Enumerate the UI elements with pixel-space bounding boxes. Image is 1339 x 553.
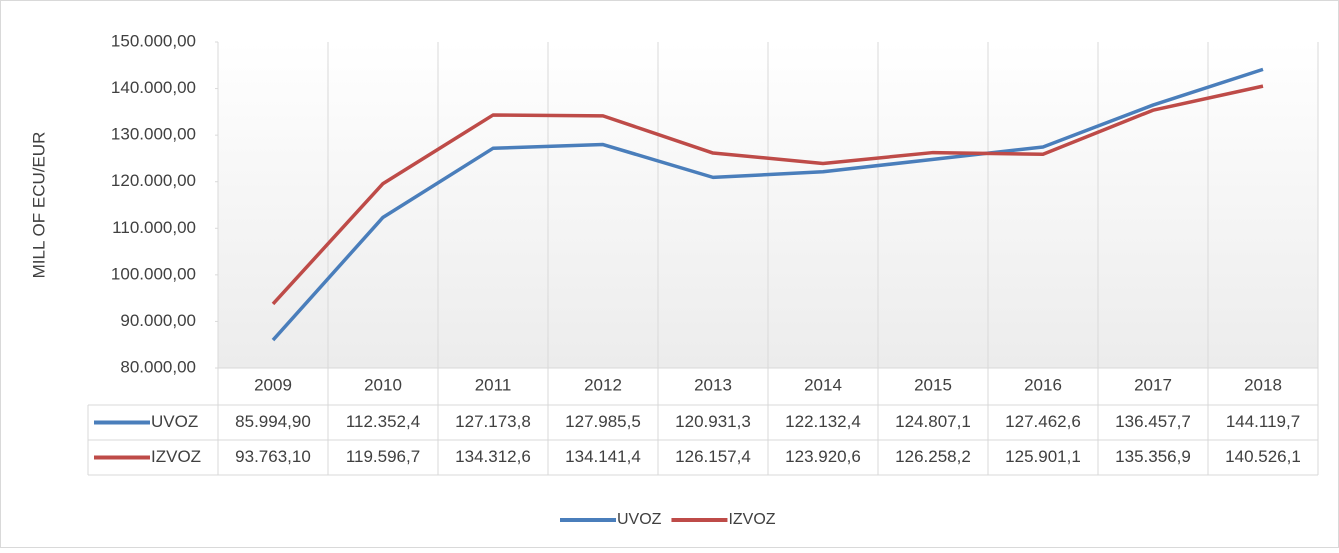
table-cell: 93.763,10 — [235, 447, 311, 466]
table-cell: 135.356,9 — [1115, 447, 1191, 466]
table-cell: 127.173,8 — [455, 412, 531, 431]
series-line — [271, 67, 1264, 342]
y-tick-label: 100.000,00 — [111, 264, 196, 283]
y-tick-label: 130.000,00 — [111, 125, 196, 144]
table-row-label: UVOZ — [151, 412, 198, 431]
x-tick-label: 2011 — [475, 375, 512, 394]
x-tick-label: 2014 — [804, 375, 842, 394]
x-tick-label: 2017 — [1134, 375, 1172, 394]
x-tick-label: 2009 — [254, 375, 292, 394]
table-cell: 112.352,4 — [346, 412, 420, 431]
table-cell: 140.526,1 — [1225, 447, 1301, 466]
x-tick-label: 2016 — [1024, 375, 1062, 394]
table-cell: 136.457,7 — [1115, 412, 1191, 431]
legend-label: UVOZ — [617, 511, 662, 528]
y-axis-label: MILL OF ECU/EUR — [29, 132, 48, 279]
table-row-label: IZVOZ — [151, 447, 201, 466]
table-cell: 126.157,4 — [675, 447, 751, 466]
table-cell: 127.985,5 — [565, 412, 641, 431]
x-tick-label: 2012 — [584, 375, 622, 394]
x-tick-label: 2018 — [1244, 375, 1282, 394]
y-tick-label: 150.000,00 — [111, 31, 196, 50]
table-cell: 124.807,1 — [895, 412, 971, 431]
table-cell: 144.119,7 — [1226, 412, 1300, 431]
y-tick-label: 80.000,00 — [120, 357, 196, 376]
y-tick-label: 110.000,00 — [112, 218, 196, 237]
table-cell: 134.141,4 — [565, 447, 641, 466]
table-cell: 125.901,1 — [1005, 447, 1081, 466]
series-line — [271, 84, 1264, 306]
x-tick-label: 2013 — [694, 375, 732, 394]
table-cell: 126.258,2 — [895, 447, 971, 466]
table-cell: 127.462,6 — [1005, 412, 1081, 431]
y-tick-label: 120.000,00 — [111, 171, 196, 190]
x-tick-label: 2015 — [914, 375, 952, 394]
table-cell: 134.312,6 — [455, 447, 531, 466]
table-cell: 122.132,4 — [785, 412, 861, 431]
table-cell: 123.920,6 — [785, 447, 861, 466]
y-tick-label: 140.000,00 — [111, 78, 196, 97]
x-tick-label: 2010 — [364, 375, 402, 394]
table-cell: 119.596,7 — [346, 447, 420, 466]
y-tick-label: 90.000,00 — [120, 311, 196, 330]
table-cell: 120.931,3 — [675, 412, 751, 431]
legend-label: IZVOZ — [728, 511, 775, 528]
table-cell: 85.994,90 — [235, 412, 311, 431]
